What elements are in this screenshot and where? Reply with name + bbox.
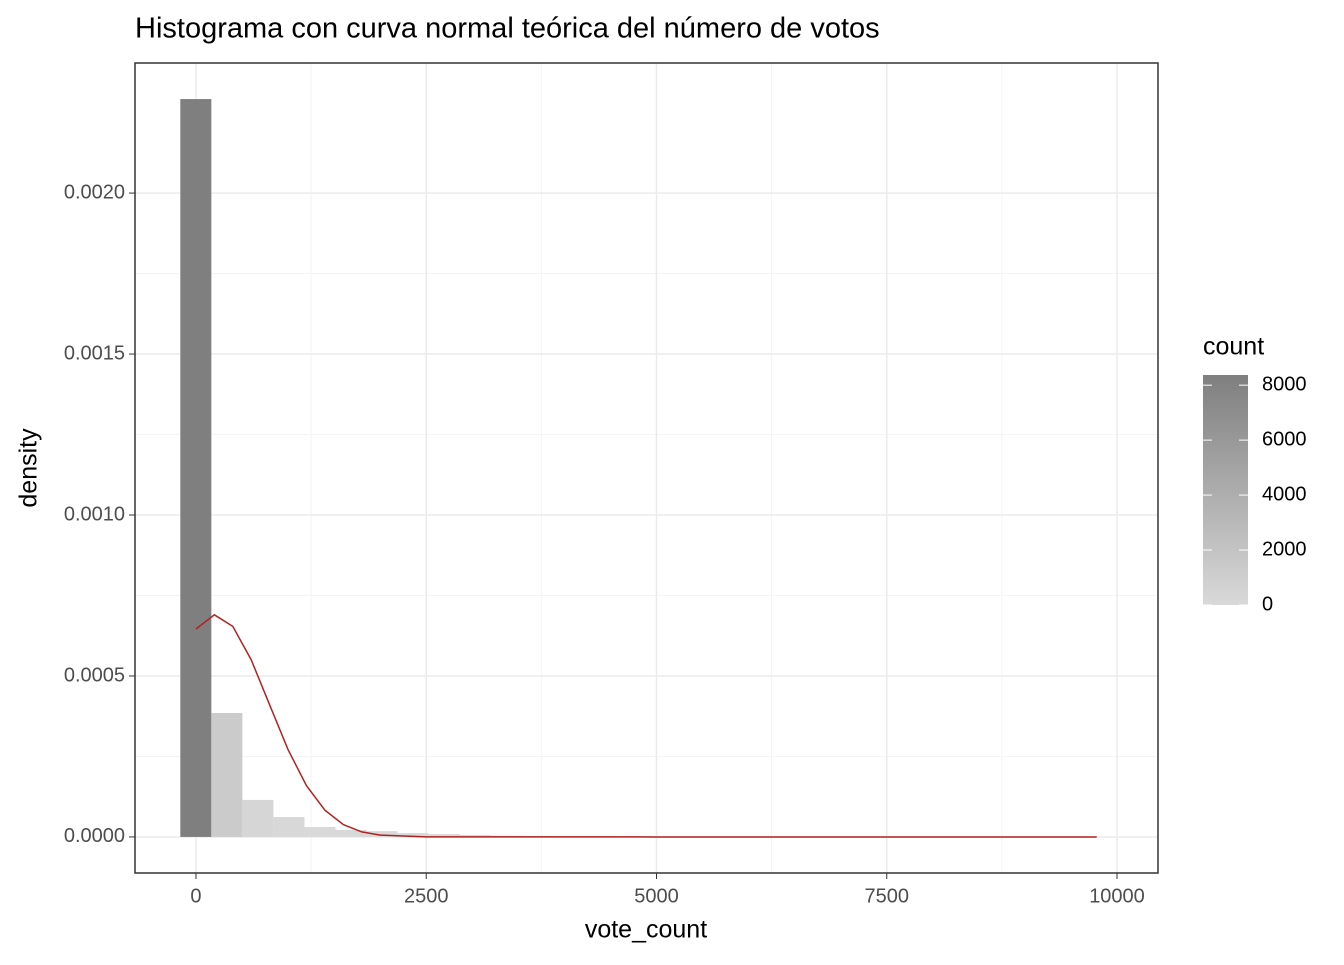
histogram-bar: [242, 800, 273, 837]
x-tick-label: 10000: [1089, 885, 1145, 907]
histogram-bar: [180, 99, 211, 837]
x-tick-label: 7500: [865, 885, 910, 907]
histogram-bar: [273, 817, 304, 837]
x-tick-label: 0: [190, 885, 201, 907]
colorbar-label: 4000: [1262, 483, 1307, 505]
histogram-bar: [336, 830, 367, 837]
y-axis-label: density: [15, 428, 43, 508]
y-tick-label: 0.0005: [64, 664, 125, 686]
histogram-bar: [211, 713, 242, 837]
histogram-bar: [304, 827, 335, 837]
y-tick-label: 0.0010: [64, 503, 125, 525]
legend-title: count: [1203, 333, 1264, 361]
colorbar-label: 6000: [1262, 428, 1307, 450]
x-axis-label: vote_count: [585, 916, 707, 944]
y-tick-label: 0.0020: [64, 181, 125, 203]
y-tick-label: 0.0015: [64, 342, 125, 364]
x-tick-label: 2500: [404, 885, 449, 907]
normal-curve: [196, 615, 1097, 837]
x-tick-label: 5000: [634, 885, 679, 907]
colorbar: [1203, 375, 1248, 605]
chart-title: Histograma con curva normal teórica del …: [135, 13, 880, 45]
y-tick-label: 0.0000: [64, 825, 125, 847]
colorbar-label: 0: [1262, 593, 1273, 615]
colorbar-label: 2000: [1262, 538, 1307, 560]
colorbar-label: 8000: [1262, 373, 1307, 395]
